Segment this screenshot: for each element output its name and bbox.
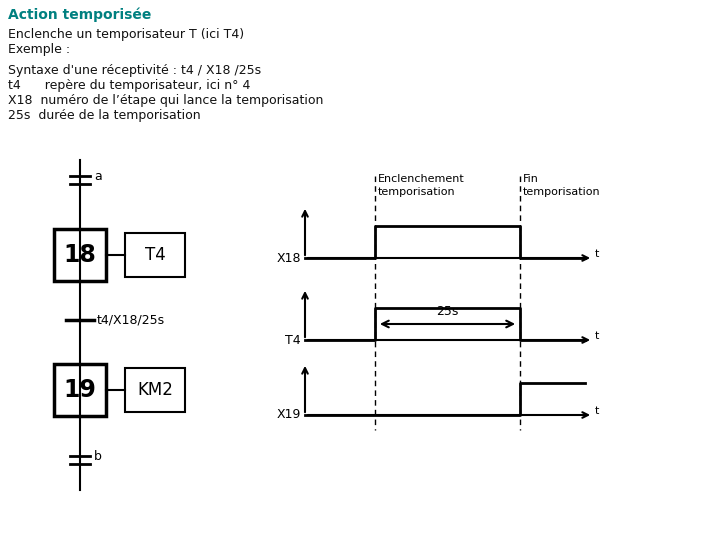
- Text: X19: X19: [276, 408, 301, 422]
- Bar: [54, 229, 106, 281]
- Text: 18: 18: [63, 243, 96, 267]
- Text: t: t: [595, 406, 599, 416]
- Text: 25s  durée de la temporisation: 25s durée de la temporisation: [8, 109, 201, 122]
- Text: temporisation: temporisation: [378, 187, 456, 197]
- Bar: [125, 233, 185, 277]
- Text: Exemple :: Exemple :: [8, 43, 70, 56]
- Text: t: t: [595, 249, 599, 259]
- Text: X18  numéro de l’étape qui lance la temporisation: X18 numéro de l’étape qui lance la tempo…: [8, 94, 323, 107]
- Text: Syntaxe d'une réceptivité : t4 / X18 /25s: Syntaxe d'une réceptivité : t4 / X18 /25…: [8, 64, 261, 77]
- Text: temporisation: temporisation: [523, 187, 600, 197]
- Text: Enclenche un temporisateur T (ici T4): Enclenche un temporisateur T (ici T4): [8, 28, 244, 41]
- Text: Enclenchement: Enclenchement: [378, 174, 464, 184]
- Text: T4: T4: [285, 334, 301, 347]
- Text: Fin: Fin: [523, 174, 539, 184]
- Text: t4      repère du temporisateur, ici n° 4: t4 repère du temporisateur, ici n° 4: [8, 79, 251, 92]
- Text: Action temporisée: Action temporisée: [8, 8, 151, 23]
- Text: T4: T4: [145, 246, 166, 264]
- Text: t4/X18/25s: t4/X18/25s: [97, 314, 165, 327]
- Bar: [54, 364, 106, 416]
- Text: 25s: 25s: [436, 305, 459, 318]
- Bar: [125, 368, 185, 412]
- Text: t: t: [595, 331, 599, 341]
- Text: KM2: KM2: [137, 381, 173, 399]
- Text: 19: 19: [63, 378, 96, 402]
- Text: b: b: [94, 449, 102, 462]
- Text: a: a: [94, 170, 102, 183]
- Text: X18: X18: [276, 252, 301, 265]
